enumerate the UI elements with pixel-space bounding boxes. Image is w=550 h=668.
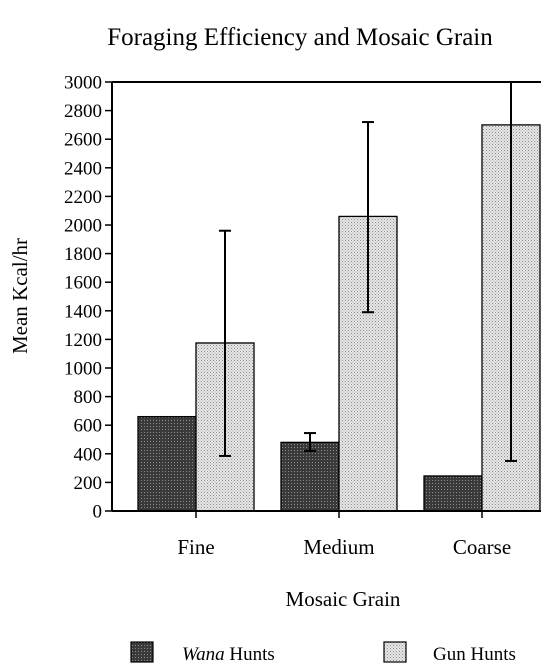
bars-layer (137, 124, 541, 512)
error-bars-layer (219, 82, 517, 462)
y-tick-label: 2200 (64, 187, 102, 208)
y-tick-label: 600 (74, 416, 103, 437)
y-tick-label: 2600 (64, 130, 102, 151)
bar-wana-medium (280, 441, 340, 512)
y-tick-label: 0 (93, 502, 103, 523)
legend-label-gun: Gun Hunts (433, 644, 516, 665)
y-tick-label: 2000 (64, 216, 102, 237)
bar-wana-coarse (423, 475, 483, 512)
bar-wana-fine (137, 415, 197, 512)
legend: Wana Hunts Gun Hunts (130, 641, 516, 665)
legend-swatch-wana (130, 641, 154, 663)
y-tick-label: 1400 (64, 301, 102, 322)
legend-swatch-gun (383, 641, 407, 663)
legend-label-wana: Wana Hunts (182, 644, 275, 665)
y-tick-label: 1000 (64, 359, 102, 380)
y-tick-label: 3000 (64, 73, 102, 94)
y-tick-label: 1600 (64, 273, 102, 294)
legend-label-wana-italic: Wana (182, 644, 225, 665)
x-tick-label-medium: Medium (303, 535, 374, 559)
y-tick-label: 2800 (64, 101, 102, 122)
y-tick-label: 1800 (64, 244, 102, 265)
y-tick-label: 200 (74, 473, 103, 494)
x-tick-label-fine: Fine (177, 535, 214, 559)
y-tick-label: 2400 (64, 158, 102, 179)
y-tick-label: 800 (74, 387, 103, 408)
chart-title: Foraging Efficiency and Mosaic Grain (107, 24, 493, 51)
x-tick-labels: Fine Medium Coarse (177, 511, 511, 559)
legend-label-wana-rest: Hunts (225, 644, 275, 665)
x-axis-title: Mosaic Grain (286, 587, 401, 611)
y-ticks: 0 200 400 600 800 1000 1200 1400 1600 1800 2000 220… (64, 73, 112, 523)
y-tick-label: 1200 (64, 330, 102, 351)
y-tick-label: 400 (74, 444, 103, 465)
y-axis-title: Mean Kcal/hr (8, 238, 32, 354)
x-tick-label-coarse: Coarse (453, 535, 511, 559)
